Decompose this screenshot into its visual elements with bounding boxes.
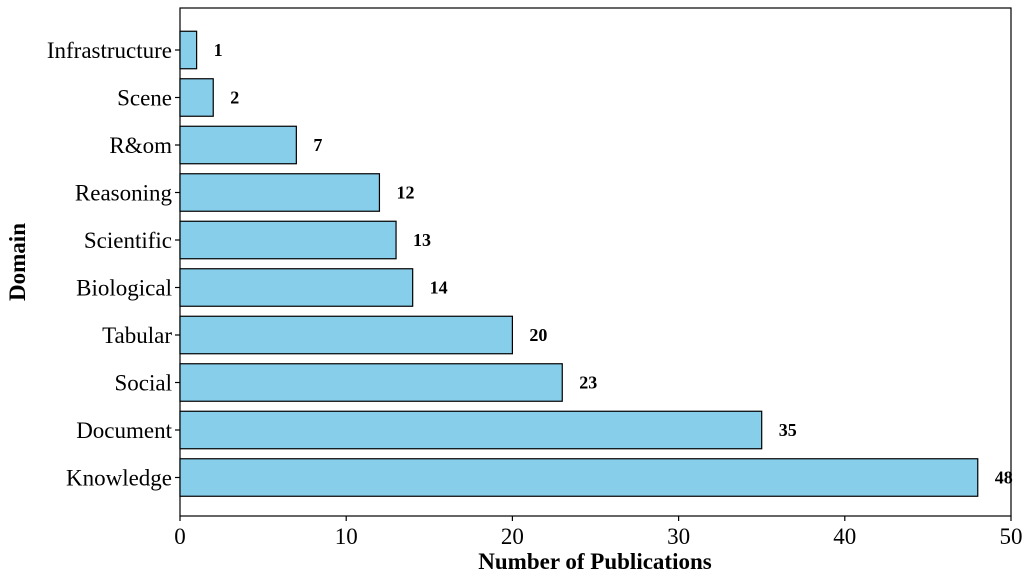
y-tick-label-3: Reasoning — [75, 181, 173, 206]
bar-3 — [179, 173, 381, 212]
value-label-8: 35 — [779, 420, 797, 440]
value-label-6: 20 — [529, 325, 547, 345]
value-label-1: 2 — [230, 88, 239, 108]
x-tick-label-2: 20 — [501, 524, 524, 549]
bar-8 — [179, 410, 763, 450]
y-tick-label-5: Biological — [76, 276, 172, 301]
bar-5 — [179, 268, 414, 307]
x-tick-label-1: 10 — [335, 524, 358, 549]
x-axis-title: Number of Publications — [478, 549, 711, 574]
x-axis: 0 10 20 30 40 50 — [174, 516, 1023, 549]
bar-9 — [179, 458, 979, 497]
value-label-5: 14 — [430, 278, 448, 298]
value-label-0: 1 — [214, 40, 223, 60]
bar-1 — [179, 78, 214, 117]
value-label-9: 48 — [995, 468, 1013, 488]
bar-6 — [179, 315, 513, 355]
value-label-2: 7 — [313, 135, 322, 155]
y-tick-label-6: Tabular — [102, 323, 172, 348]
x-tick-label-0: 0 — [174, 524, 186, 549]
y-tick-label-8: Document — [76, 418, 172, 443]
y-tick-label-2: R&om — [109, 133, 172, 158]
bar-2 — [179, 125, 297, 165]
bar-0 — [179, 30, 198, 70]
y-tick-label-0: Infrastructure — [47, 38, 172, 63]
y-tick-label-7: Social — [115, 371, 173, 396]
value-label-3: 12 — [396, 183, 414, 203]
y-axis: Infrastructure Scene R&om Reasoning Scientif… — [47, 38, 180, 491]
bar-4 — [179, 220, 397, 260]
y-tick-label-1: Scene — [117, 86, 172, 111]
y-tick-label-9: Knowledge — [66, 466, 172, 491]
value-label-7: 23 — [579, 373, 597, 393]
x-tick-label-5: 50 — [1000, 524, 1023, 549]
bars-layer — [179, 30, 979, 497]
plot-frame — [179, 7, 1012, 517]
y-tick-label-4: Scientific — [84, 228, 172, 253]
bar-7 — [179, 363, 563, 402]
y-axis-title: Domain — [5, 223, 30, 301]
x-tick-label-3: 30 — [667, 524, 690, 549]
value-label-4: 13 — [413, 230, 431, 250]
x-tick-label-4: 40 — [833, 524, 856, 549]
